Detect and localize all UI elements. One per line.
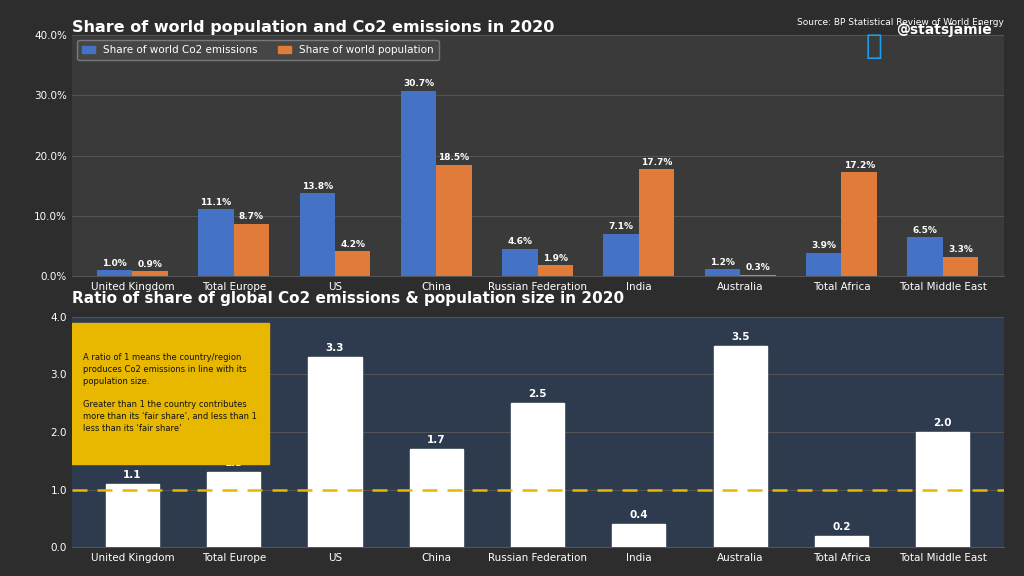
Text: 17.7%: 17.7% bbox=[641, 158, 673, 167]
Text: 11.1%: 11.1% bbox=[201, 198, 231, 207]
Bar bbox=[335, 251, 371, 276]
Text: 4.2%: 4.2% bbox=[340, 240, 366, 249]
Bar bbox=[538, 265, 573, 276]
Text: Source: BP Statistical Review of World Energy: Source: BP Statistical Review of World E… bbox=[797, 18, 1004, 28]
Bar bbox=[436, 165, 472, 276]
Text: 3.3%: 3.3% bbox=[948, 245, 973, 254]
Text: 3.9%: 3.9% bbox=[811, 241, 837, 251]
Bar bbox=[502, 249, 538, 276]
Bar bbox=[233, 224, 269, 276]
Text: Ratio of share of global Co2 emissions & population size in 2020: Ratio of share of global Co2 emissions &… bbox=[72, 291, 624, 306]
Bar bbox=[714, 346, 767, 547]
Text: Share of world population and Co2 emissions in 2020: Share of world population and Co2 emissi… bbox=[72, 20, 554, 35]
Text: 1.0%: 1.0% bbox=[102, 259, 127, 268]
Bar bbox=[842, 172, 877, 276]
Text: 3.5: 3.5 bbox=[731, 332, 750, 342]
Bar bbox=[603, 233, 639, 276]
Text: 7.1%: 7.1% bbox=[608, 222, 634, 231]
Text: 0.2: 0.2 bbox=[833, 522, 851, 532]
Text: 30.7%: 30.7% bbox=[403, 79, 434, 88]
Bar bbox=[705, 269, 740, 276]
Text: 0.3%: 0.3% bbox=[745, 263, 770, 272]
Text: A ratio of 1 means the country/region
produces Co2 emissions in line with its
po: A ratio of 1 means the country/region pr… bbox=[84, 353, 257, 433]
Bar bbox=[740, 275, 775, 276]
Text: 13.8%: 13.8% bbox=[302, 181, 333, 191]
Text: 2.0: 2.0 bbox=[934, 418, 952, 428]
Bar bbox=[916, 432, 970, 547]
Text: 1.3: 1.3 bbox=[224, 458, 243, 468]
FancyBboxPatch shape bbox=[72, 323, 269, 464]
Bar bbox=[199, 209, 233, 276]
Text: 0.9%: 0.9% bbox=[138, 260, 163, 268]
Text: 1.2%: 1.2% bbox=[710, 258, 735, 267]
Bar bbox=[400, 91, 436, 276]
Bar bbox=[806, 253, 842, 276]
Text: 2.5: 2.5 bbox=[528, 389, 547, 399]
Bar bbox=[300, 193, 335, 276]
Bar bbox=[410, 449, 463, 547]
Bar bbox=[612, 524, 666, 547]
Text: 6.5%: 6.5% bbox=[912, 226, 937, 235]
Text: @statsjamie: @statsjamie bbox=[896, 23, 992, 37]
Text: 3.3: 3.3 bbox=[326, 343, 344, 353]
Text: 1.7: 1.7 bbox=[427, 435, 445, 445]
Text: 0.4: 0.4 bbox=[630, 510, 648, 520]
Text: 1.1: 1.1 bbox=[123, 470, 141, 480]
Text: 4.6%: 4.6% bbox=[507, 237, 532, 247]
Legend: Share of world Co2 emissions, Share of world population: Share of world Co2 emissions, Share of w… bbox=[77, 40, 439, 60]
Bar bbox=[815, 536, 868, 547]
Text: 1.9%: 1.9% bbox=[543, 253, 568, 263]
Bar bbox=[105, 484, 159, 547]
Bar bbox=[97, 271, 132, 276]
Bar bbox=[132, 271, 168, 276]
Bar bbox=[207, 472, 260, 547]
Bar bbox=[907, 237, 943, 276]
Bar bbox=[511, 403, 564, 547]
Bar bbox=[639, 169, 675, 276]
Bar bbox=[943, 256, 978, 276]
Bar bbox=[308, 357, 361, 547]
Text: 17.2%: 17.2% bbox=[844, 161, 874, 170]
Text: 18.5%: 18.5% bbox=[438, 153, 470, 162]
Text: 🐦: 🐦 bbox=[865, 32, 882, 60]
Text: 8.7%: 8.7% bbox=[239, 213, 264, 221]
